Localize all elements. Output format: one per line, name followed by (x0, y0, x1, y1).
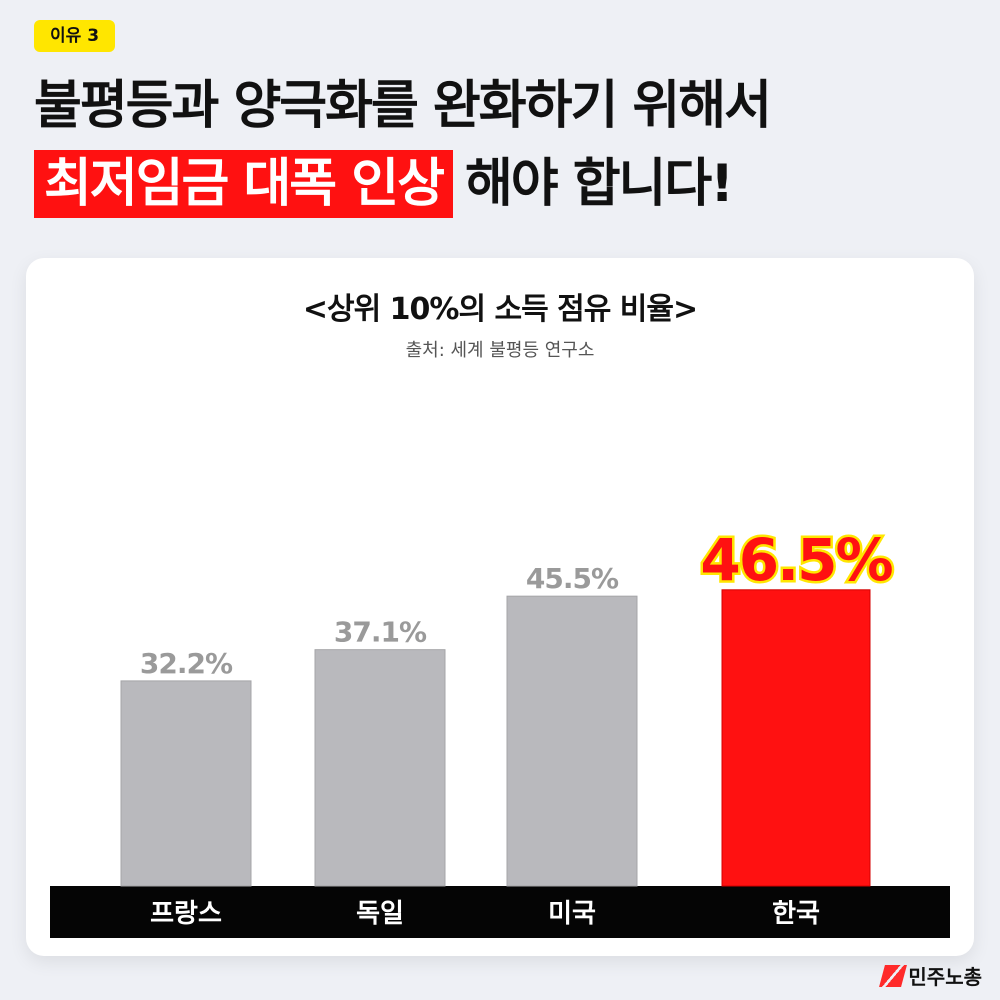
bar-1 (120, 680, 252, 887)
bar-4 (721, 589, 871, 887)
chart-card: 32.2% 프랑스 37.1% 독일 45.5% 미국 46.5% 한국 <상위 10%의 소… (26, 258, 974, 956)
category-label-2: 독일 (356, 899, 404, 929)
headline-line-2: 최저임금 대폭 인상 해야 합니다! (34, 150, 734, 218)
kctu-logo: 민주노총 (879, 961, 982, 990)
headline-line-1: 불평등과 양극화를 완화하기 위해서 (34, 76, 772, 136)
data-label-3: 45.5% (526, 562, 619, 595)
data-label-4: 46.5% (700, 526, 892, 594)
data-label-2: 37.1% (334, 616, 427, 649)
headline-highlight: 최저임금 대폭 인상 (34, 150, 453, 218)
bar-3 (506, 595, 638, 887)
chart-source: 출처: 세계 불평등 연구소 (405, 340, 595, 361)
chart-title: <상위 10%의 소득 점유 비율> (302, 292, 698, 327)
bar-chart: 32.2% 프랑스 37.1% 독일 45.5% 미국 46.5% 한국 (50, 523, 950, 938)
x-axis-band (50, 886, 950, 938)
category-label-4: 한국 (772, 899, 820, 929)
logo-text: 민주노총 (908, 965, 982, 989)
kctu-logo-icon (879, 964, 908, 987)
bar-2 (314, 649, 446, 887)
category-label-3: 미국 (548, 899, 596, 929)
reason-badge: 이유 3 (34, 20, 116, 52)
data-label-1: 32.2% (140, 647, 233, 680)
headline-line-2-rest: 해야 합니다! (464, 154, 734, 214)
category-label-1: 프랑스 (150, 899, 222, 929)
